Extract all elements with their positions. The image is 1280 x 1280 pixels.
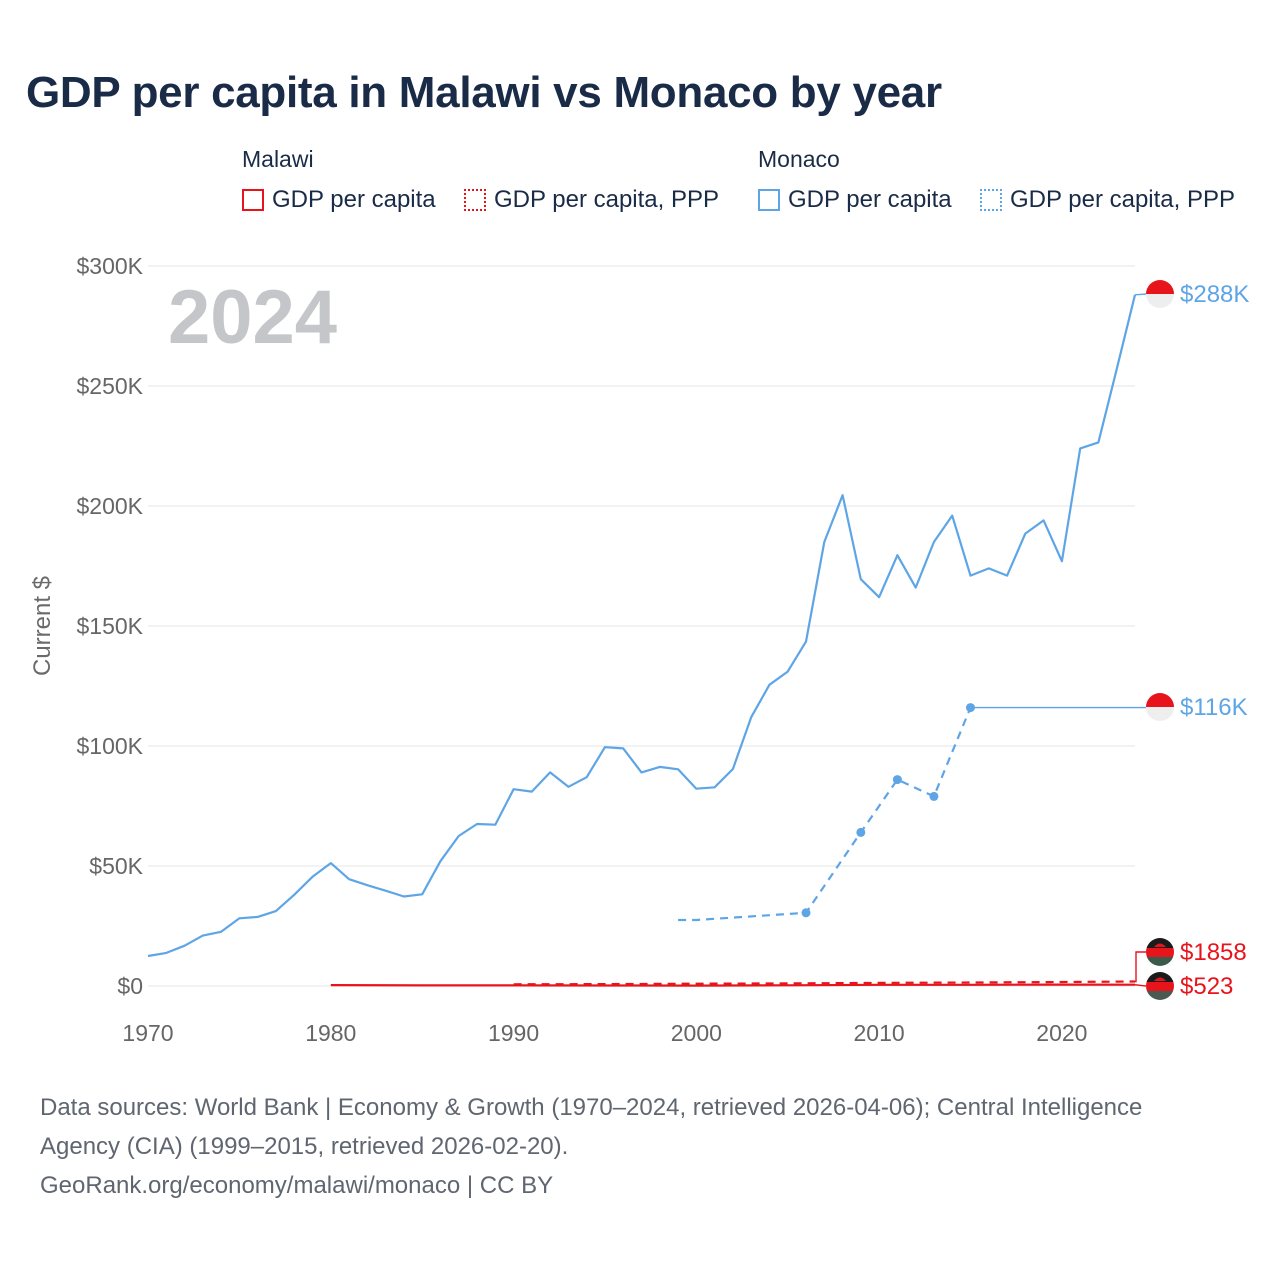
data-sources: Data sources: World Bank | Economy & Gro… (40, 1088, 1240, 1205)
end-label-malawi-ppp: $1858 (1180, 939, 1247, 966)
y-tick-label: $0 (117, 973, 143, 999)
malawi-flag-icon (1146, 972, 1174, 1000)
monaco-flag-icon (1146, 693, 1174, 721)
monaco-flag-icon (1146, 280, 1174, 308)
end-label-monaco-ppp: $116K (1180, 694, 1248, 721)
data-point (856, 827, 866, 837)
year-watermark: 2024 (168, 275, 337, 360)
x-tick-label: 1970 (122, 1020, 173, 1046)
source-credit[interactable]: GeoRank.org/economy/malawi/monaco | CC B… (40, 1172, 554, 1199)
legend-swatch-dotted-red (464, 189, 486, 211)
x-tick-label: 2000 (671, 1020, 722, 1046)
legend-label: GDP per capita (272, 186, 436, 213)
y-tick-label: $50K (89, 853, 143, 879)
legend-swatch-solid-blue (758, 189, 780, 211)
x-tick-label: 2020 (1036, 1020, 1087, 1046)
legend-group-malawi: Malawi (242, 146, 314, 172)
series-line-malawi-gdp-per-capita-ppp (513, 980, 1136, 986)
line-chart: $0 $50K $100K $150K $200K $250K $300K 1970 1980 1… (29, 253, 1249, 1046)
series-line-malawi-gdp-per-capita (330, 983, 1136, 987)
label-connector (1135, 951, 1146, 983)
data-point (929, 791, 939, 801)
end-label-malawi-gdp: $523 (1180, 973, 1233, 1000)
y-axis-title: Current $ (29, 576, 56, 676)
y-tick-label: $250K (76, 373, 143, 399)
legend-swatch-solid-red (242, 189, 264, 211)
data-point (801, 908, 811, 918)
legend-group-monaco: Monaco (758, 146, 840, 172)
label-connector (1134, 293, 1147, 296)
legend-item-monaco-ppp[interactable]: GDP per capita, PPP (980, 186, 1235, 214)
source-line: Data sources: World Bank | Economy & Gro… (40, 1094, 1143, 1121)
legend-item-monaco-gdp[interactable]: GDP per capita (758, 186, 952, 214)
end-label-monaco-gdp: $288K (1180, 281, 1249, 308)
y-tick-label: $150K (76, 613, 143, 639)
label-connector (1134, 984, 1147, 987)
legend-label: GDP per capita, PPP (1010, 186, 1235, 213)
y-tick-label: $300K (76, 253, 143, 279)
chart-title: GDP per capita in Malawi vs Monaco by ye… (26, 68, 942, 117)
series-line-monaco-gdp-per-capita (147, 294, 1137, 958)
x-tick-label: 1990 (488, 1020, 539, 1046)
malawi-flag-icon (1146, 938, 1174, 966)
legend-item-malawi-ppp[interactable]: GDP per capita, PPP (464, 186, 719, 214)
data-point (892, 775, 902, 785)
source-line: Agency (CIA) (1999–2015, retrieved 2026-… (40, 1133, 569, 1160)
series-line-monaco-gdp-per-capita-ppp (678, 707, 972, 922)
y-tick-label: $100K (76, 733, 143, 759)
x-tick-label: 2010 (854, 1020, 905, 1046)
x-tick-label: 1980 (305, 1020, 356, 1046)
legend-swatch-dotted-blue (980, 189, 1002, 211)
legend-label: GDP per capita, PPP (494, 186, 719, 213)
legend-label: GDP per capita (788, 186, 952, 213)
legend-item-malawi-gdp[interactable]: GDP per capita (242, 186, 436, 214)
y-tick-label: $200K (76, 493, 143, 519)
